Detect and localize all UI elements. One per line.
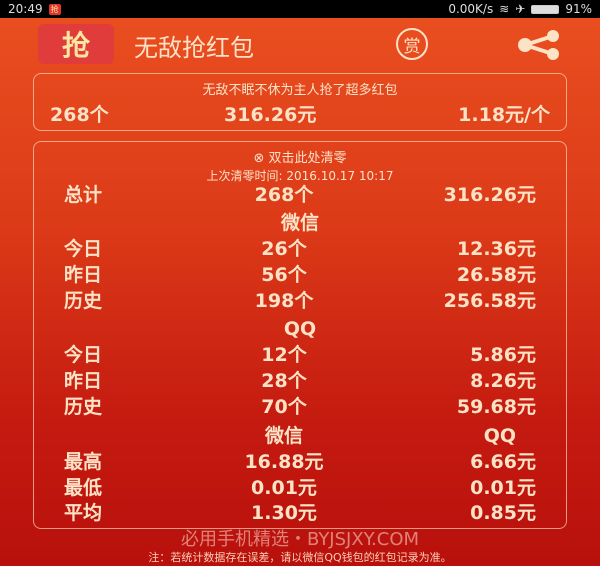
clear-label: 双击此处清零 — [268, 151, 347, 166]
row-amount: 12.36元 — [456, 238, 536, 260]
app-notification-icon: 抢 — [48, 3, 61, 15]
summary-caption: 无敌不眠不休为主人抢了超多红包 — [202, 83, 398, 98]
row-label: 昨日 — [64, 264, 103, 286]
row-amount: 316.26元 — [443, 184, 536, 206]
wechat-row: 历史 198个 256.58元 — [34, 288, 566, 314]
share-icon[interactable] — [515, 30, 565, 60]
app-title: 无敌抢红包 — [134, 34, 254, 62]
airplane-icon: ✈ — [515, 2, 526, 16]
row-qq: 6.66元 — [470, 451, 536, 473]
row-count: 198个 — [254, 290, 314, 312]
row-label: 最低 — [64, 477, 103, 499]
row-amount: 5.86元 — [470, 344, 536, 366]
wechat-row: 今日 26个 12.36元 — [34, 236, 566, 262]
qq-row: 今日 12个 5.86元 — [34, 342, 566, 368]
summary-amount: 316.26元 — [224, 104, 317, 126]
row-count: 12个 — [261, 344, 307, 366]
close-circle-icon: ⊗ — [253, 151, 269, 166]
clear-button[interactable]: ⊗ 双击此处清零 — [34, 147, 566, 166]
status-time: 20:49 — [8, 2, 43, 16]
wifi-icon: ≋ — [499, 2, 510, 16]
row-count: 56个 — [261, 264, 307, 286]
row-label: 昨日 — [64, 370, 103, 392]
row-wechat: 0.01元 — [251, 477, 317, 499]
row-count: 28个 — [261, 370, 307, 392]
app-logo: 抢 — [38, 24, 114, 64]
qq-row: 昨日 28个 8.26元 — [34, 368, 566, 394]
row-count: 70个 — [261, 396, 307, 418]
summary-average: 1.18元/个 — [458, 104, 550, 126]
row-wechat: 16.88元 — [244, 451, 324, 473]
battery-icon — [531, 4, 560, 14]
watermark: 必用手机精选・BYJSJXY.COM — [180, 529, 420, 550]
row-count: 26个 — [261, 238, 307, 260]
qq-row: 历史 70个 59.68元 — [34, 394, 566, 420]
wechat-title: 微信 — [280, 212, 319, 234]
stats-panel: ⊗ 双击此处清零 上次清零时间: 2016.10.17 10:17 总计 268个… — [33, 141, 567, 529]
compare-header: 微信 QQ — [34, 423, 566, 449]
total-row: 总计 268个 316.26元 — [34, 182, 566, 208]
row-label: 总计 — [64, 184, 103, 206]
row-amount: 8.26元 — [470, 370, 536, 392]
summary-panel: 无敌不眠不休为主人抢了超多红包 268个 316.26元 1.18元/个 — [33, 73, 567, 131]
row-qq: 0.85元 — [470, 502, 536, 524]
summary-count: 268个 — [50, 104, 109, 126]
app-header: 抢 无敌抢红包 赏 — [0, 18, 600, 70]
footer-note: 注：若统计数据存在误差，请以微信QQ钱包的红包记录为准。 — [148, 551, 452, 564]
row-label: 历史 — [64, 290, 103, 312]
battery-level: 91% — [565, 2, 592, 16]
compare-row: 最低 0.01元 0.01元 — [34, 475, 566, 501]
compare-row: 平均 1.30元 0.85元 — [34, 500, 566, 526]
compare-header-qq: QQ — [483, 425, 516, 447]
compare-row: 最高 16.88元 6.66元 — [34, 449, 566, 475]
row-amount: 26.58元 — [456, 264, 536, 286]
status-bar: 20:49 抢 0.00K/s ≋ ✈ 91% — [0, 0, 600, 18]
row-wechat: 1.30元 — [251, 502, 317, 524]
reward-button[interactable]: 赏 — [396, 28, 428, 60]
row-label: 历史 — [64, 396, 103, 418]
row-label: 今日 — [64, 344, 103, 366]
last-clear-time: 上次清零时间: 2016.10.17 10:17 — [206, 169, 394, 183]
row-count: 268个 — [254, 184, 314, 206]
row-label: 今日 — [64, 238, 103, 260]
row-amount: 59.68元 — [456, 396, 536, 418]
row-label: 最高 — [64, 451, 103, 473]
compare-header-wechat: 微信 — [264, 425, 303, 447]
qq-title: QQ — [283, 318, 317, 340]
row-label: 平均 — [64, 502, 103, 524]
row-qq: 0.01元 — [470, 477, 536, 499]
wechat-row: 昨日 56个 26.58元 — [34, 262, 566, 288]
row-amount: 256.58元 — [443, 290, 536, 312]
net-speed: 0.00K/s — [448, 2, 494, 16]
